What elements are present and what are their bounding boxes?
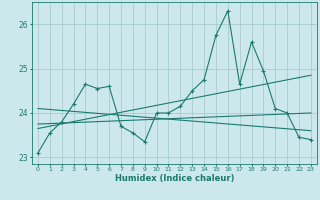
X-axis label: Humidex (Indice chaleur): Humidex (Indice chaleur)	[115, 174, 234, 183]
